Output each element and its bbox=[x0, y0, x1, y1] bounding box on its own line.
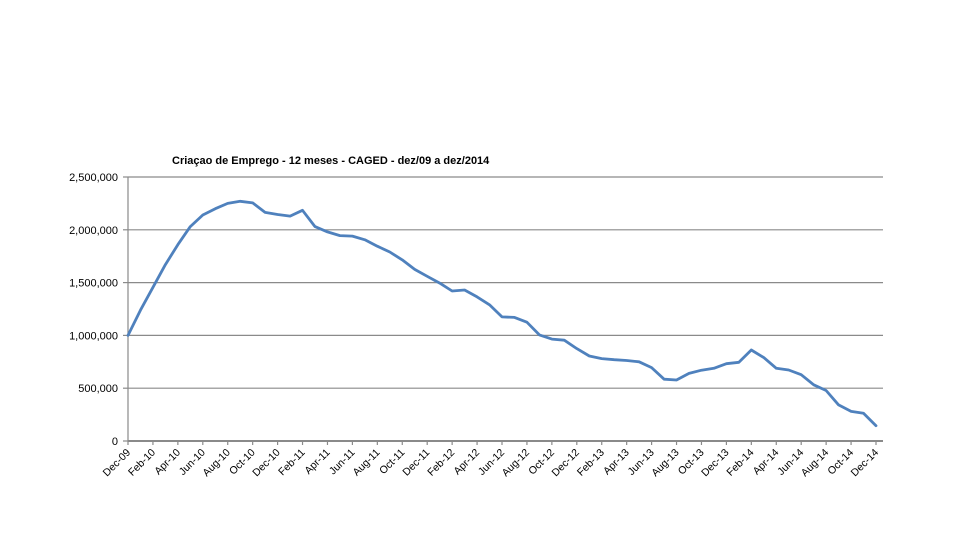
y-axis-label: 500,000 bbox=[78, 383, 118, 395]
x-axis-label: Feb-12 bbox=[425, 447, 457, 479]
x-axis-label: Apr-13 bbox=[601, 447, 632, 478]
x-axis-label: Aug-13 bbox=[649, 447, 682, 480]
y-axis-label: 2,000,000 bbox=[69, 225, 118, 237]
x-axis-label: Apr-12 bbox=[451, 447, 482, 478]
x-axis-label: Dec-14 bbox=[849, 447, 882, 480]
x-axis-label: Apr-11 bbox=[302, 447, 332, 477]
x-axis-label: Dec-13 bbox=[699, 447, 732, 480]
x-axis-label: Feb-10 bbox=[126, 447, 158, 479]
y-axis-label: 1,000,000 bbox=[69, 330, 118, 342]
x-axis-label: Apr-10 bbox=[152, 447, 183, 478]
x-axis-label: Aug-14 bbox=[799, 447, 832, 480]
x-axis-label: Feb-14 bbox=[724, 447, 756, 479]
x-axis-label: Dec-12 bbox=[549, 447, 582, 480]
y-axis-label: 1,500,000 bbox=[69, 278, 118, 290]
x-axis-label: Apr-14 bbox=[751, 447, 782, 478]
data-series-line bbox=[126, 199, 878, 428]
x-axis-label: Aug-10 bbox=[200, 447, 233, 480]
x-axis-label: Aug-11 bbox=[351, 447, 383, 479]
chart-title: Criaçao de Emprego - 12 meses - CAGED - … bbox=[172, 155, 490, 167]
x-axis-label: Dec-09 bbox=[101, 447, 134, 480]
x-axis-label: Aug-12 bbox=[500, 447, 533, 480]
x-axis-label: Feb-11 bbox=[276, 447, 308, 479]
x-axis-label: Dec-10 bbox=[250, 447, 283, 480]
x-axis-label: Feb-13 bbox=[575, 447, 607, 479]
y-axis-label: 2,500,000 bbox=[69, 172, 118, 184]
y-axis-label: 0 bbox=[112, 436, 118, 448]
